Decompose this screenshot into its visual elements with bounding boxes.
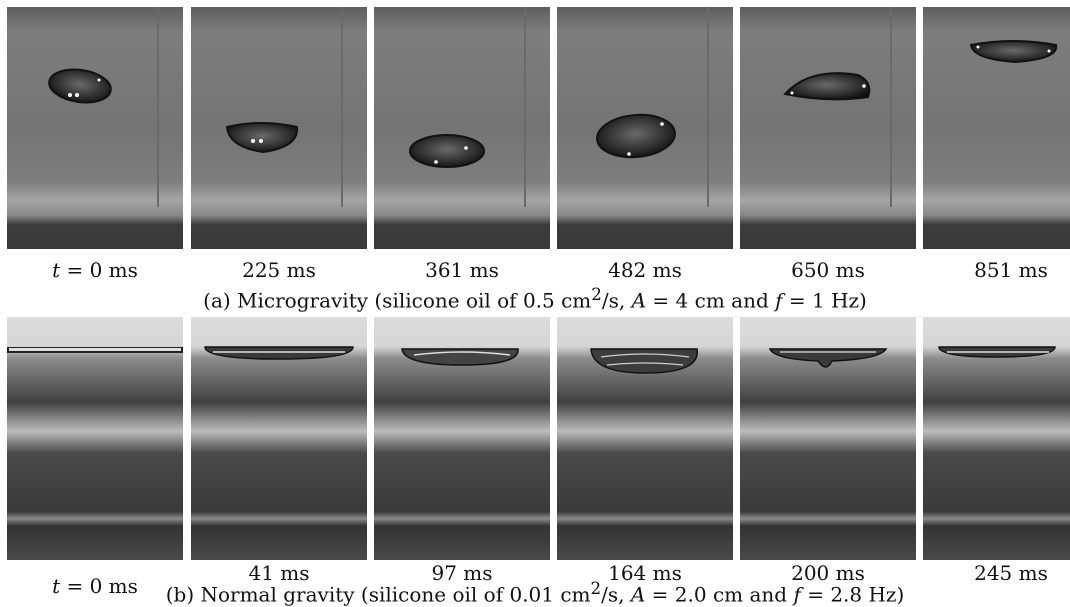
frame-a6 [923,7,1070,249]
oil-drop [596,113,676,159]
frame-b6 [923,317,1070,560]
time-label-a1: t = 0 ms [52,258,138,282]
time-label-a4: 482 ms [608,258,682,282]
caption-b-visible: (b) Normal gravity (silicone oil of 0.01… [165,579,905,607]
time-label-b3: 97 ms [431,561,493,585]
time-label-b1: t = 0 ms [52,574,138,598]
caption-a: (a) Microgravity (silicone oil of 0.5 cm… [203,285,867,313]
frame-b1 [7,317,183,560]
time-label-a2: 225 ms [242,258,316,282]
oil-layer [768,348,888,368]
time-label-b5: 200 ms [791,561,865,585]
oil-drop [48,68,112,104]
oil-layer [204,346,354,360]
frame-a4 [557,7,733,249]
time-label-a5: 650 ms [791,258,865,282]
time-label-b6: 245 ms [974,561,1048,585]
frame-b3 [374,317,550,560]
frame-a2 [191,7,367,249]
frame-b4 [557,317,733,560]
frame-b2 [191,317,367,560]
time-label-b2: 41 ms [248,561,310,585]
oil-layer [9,348,181,351]
time-label-a6: 851 ms [974,258,1048,282]
frame-a3 [374,7,550,249]
frame-a1 [7,7,183,249]
time-label-b4: 164 ms [608,561,682,585]
oil-drop [969,40,1058,64]
oil-drop [409,134,485,168]
oil-drop [783,72,871,101]
oil-drop [225,122,299,154]
frame-a5 [740,7,916,249]
time-label-a3: 361 ms [425,258,499,282]
frame-b5 [740,317,916,560]
